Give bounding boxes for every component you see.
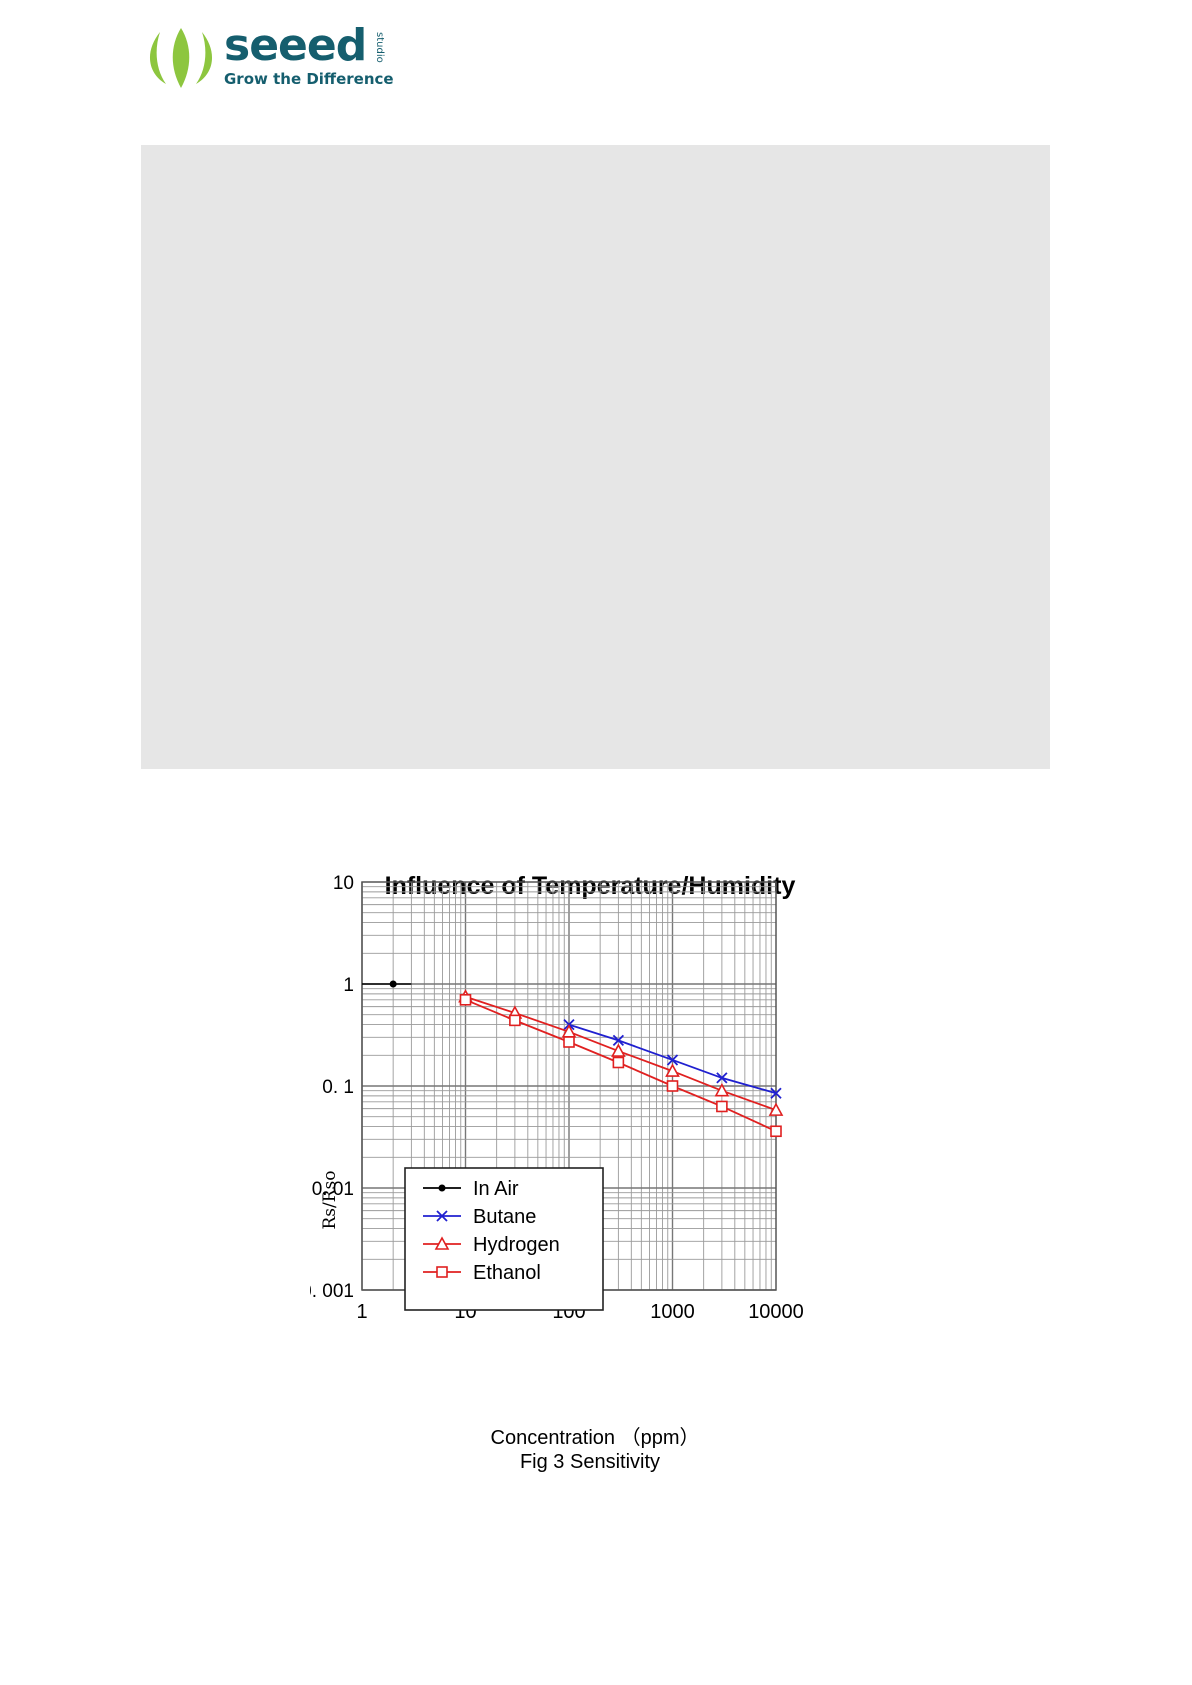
brand-tagline: Grow the Difference xyxy=(224,70,394,88)
series-hydrogen xyxy=(458,989,784,1116)
legend-label: Hydrogen xyxy=(473,1234,560,1256)
y-tick-labels: 10 1 0. 1 0. 01 0. 001 xyxy=(310,873,354,1302)
y-tick-label: 0. 01 xyxy=(312,1179,354,1200)
legend-label: Ethanol xyxy=(473,1262,541,1284)
data-point xyxy=(768,1102,784,1116)
data-point xyxy=(666,1054,679,1066)
data-point xyxy=(436,1210,448,1222)
data-point xyxy=(716,1072,728,1084)
brand-name: seeed xyxy=(224,20,367,71)
data-point xyxy=(434,1236,450,1250)
data-point xyxy=(561,1024,577,1038)
data-point xyxy=(389,980,397,988)
legend-label: In Air xyxy=(473,1178,519,1200)
series-butane xyxy=(563,1018,782,1099)
data-point xyxy=(612,1034,625,1047)
data-point xyxy=(714,1082,730,1097)
y-tick-label: 0. 001 xyxy=(310,1281,354,1302)
sensitivity-figure: Influence of Temperature/Humidity 1 10 100… xyxy=(310,860,870,1485)
data-point xyxy=(612,1056,625,1069)
y-tick-label: 1 xyxy=(343,975,354,996)
data-point xyxy=(666,1080,679,1092)
leaf-logo-icon xyxy=(149,28,213,88)
data-point xyxy=(436,1266,448,1278)
figure-caption: Fig 3 Sensitivity xyxy=(519,1451,661,1473)
data-point xyxy=(438,1184,446,1192)
data-point xyxy=(716,1100,728,1113)
brand-sub: studio xyxy=(374,32,385,63)
chart-series xyxy=(362,980,784,1138)
y-axis-label: Rs/Rso xyxy=(320,1170,340,1229)
y-tick-label: 0. 1 xyxy=(322,1077,354,1098)
y-tick-label: 10 xyxy=(333,873,354,894)
data-point xyxy=(770,1125,782,1138)
data-point xyxy=(459,994,472,1006)
data-point xyxy=(665,1063,680,1077)
x-tick-label: 1 xyxy=(356,1301,367,1323)
x-axis-label: Concentration （ppm） xyxy=(491,1426,700,1449)
series-ethanol xyxy=(459,994,782,1138)
data-point xyxy=(770,1087,782,1099)
legend-box xyxy=(404,1167,604,1311)
data-point xyxy=(509,1014,521,1027)
seeed-logo: seeed studio Grow the Difference xyxy=(146,20,406,90)
chart-legend: In Air Butane Hydrogen Ethanol xyxy=(404,1167,604,1311)
series-in-air xyxy=(362,980,412,988)
x-tick-label: 10000 xyxy=(748,1301,804,1323)
data-point xyxy=(563,1036,575,1048)
data-point xyxy=(611,1043,626,1057)
image-placeholder-panel xyxy=(141,145,1050,769)
x-tick-label: 1000 xyxy=(650,1301,695,1323)
chart-title: Influence of Temperature/Humidity xyxy=(384,872,796,900)
legend-label: Butane xyxy=(473,1206,536,1228)
